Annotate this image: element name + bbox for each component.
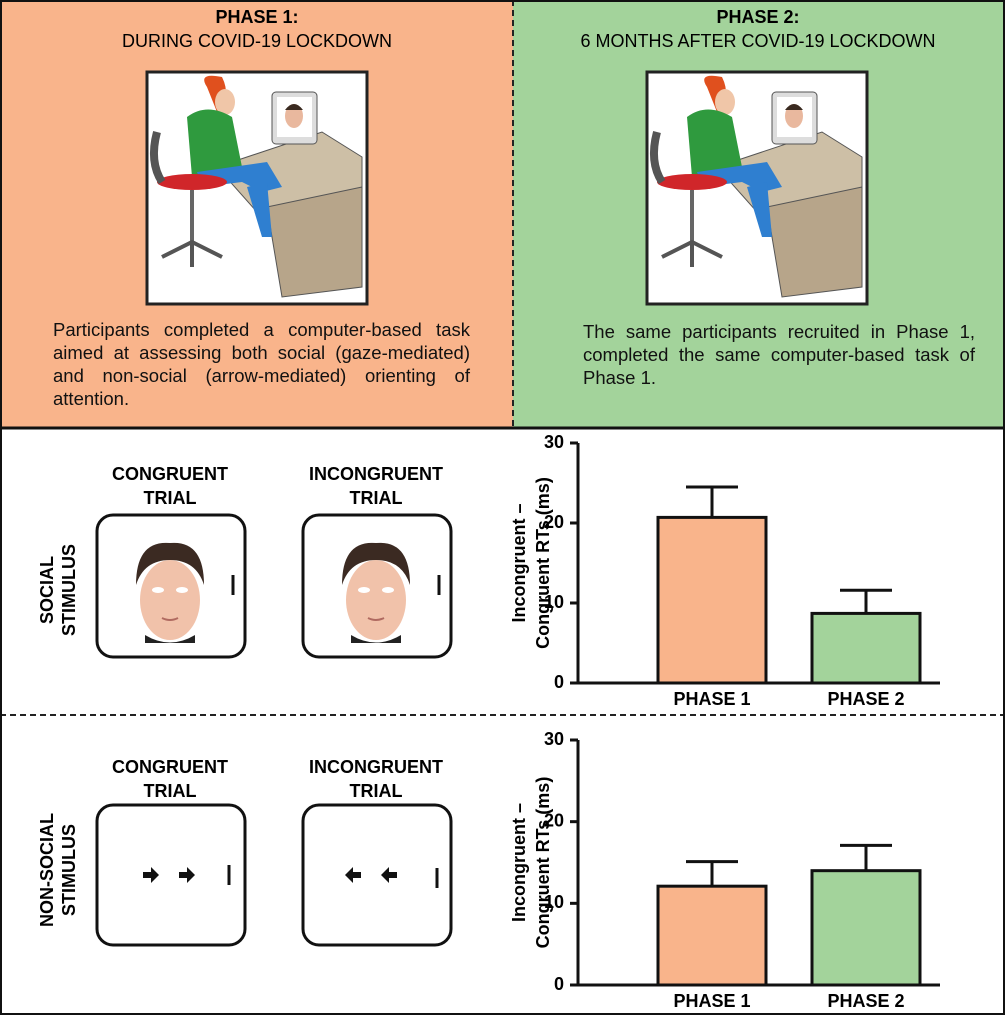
x-tick-label: PHASE 1 (673, 991, 750, 1011)
stimulus-box (303, 805, 451, 945)
stimulus-box (97, 805, 245, 945)
y-axis-label: Incongruent – (509, 503, 529, 622)
y-tick-label: 30 (544, 432, 564, 452)
trial-label: TRIAL (144, 488, 197, 508)
y-tick-label: 0 (554, 974, 564, 994)
phase2-illustration (647, 72, 867, 304)
phase-description: Participants completed a computer-based … (53, 318, 470, 410)
phase-description: The same participants recruited in Phase… (583, 320, 975, 389)
y-axis-label: Incongruent – (509, 803, 529, 922)
x-tick-label: PHASE 2 (827, 689, 904, 709)
phase-title: PHASE 2: (716, 7, 799, 27)
row-label: STIMULUS (59, 544, 79, 636)
trial-label: TRIAL (350, 488, 403, 508)
row-label: SOCIAL (37, 556, 57, 624)
trial-label: INCONGRUENT (309, 464, 443, 484)
bar (658, 886, 766, 985)
phase1-illustration (147, 72, 367, 304)
trial-label: TRIAL (350, 781, 403, 801)
bar (658, 517, 766, 683)
figure: PHASE 1: DURING COVID-19 LOCKDOWN PHASE … (0, 0, 1005, 1015)
y-axis-label: Congruent RTs (ms) (533, 777, 553, 949)
trial-label: CONGRUENT (112, 464, 228, 484)
trial-label: INCONGRUENT (309, 757, 443, 777)
phase-subtitle: 6 MONTHS AFTER COVID-19 LOCKDOWN (580, 31, 935, 51)
bar (812, 871, 920, 985)
y-tick-label: 30 (544, 729, 564, 749)
phase-title: PHASE 1: (215, 7, 298, 27)
y-tick-label: 0 (554, 672, 564, 692)
bar (812, 613, 920, 683)
row-label: NON-SOCIAL (37, 813, 57, 927)
phase-subtitle: DURING COVID-19 LOCKDOWN (122, 31, 392, 51)
y-axis-label: Congruent RTs (ms) (533, 477, 553, 649)
x-tick-label: PHASE 1 (673, 689, 750, 709)
trial-label: TRIAL (144, 781, 197, 801)
row-label: STIMULUS (59, 824, 79, 916)
figure-canvas: PHASE 1: DURING COVID-19 LOCKDOWN PHASE … (0, 0, 1005, 1015)
trial-label: CONGRUENT (112, 757, 228, 777)
x-tick-label: PHASE 2 (827, 991, 904, 1011)
